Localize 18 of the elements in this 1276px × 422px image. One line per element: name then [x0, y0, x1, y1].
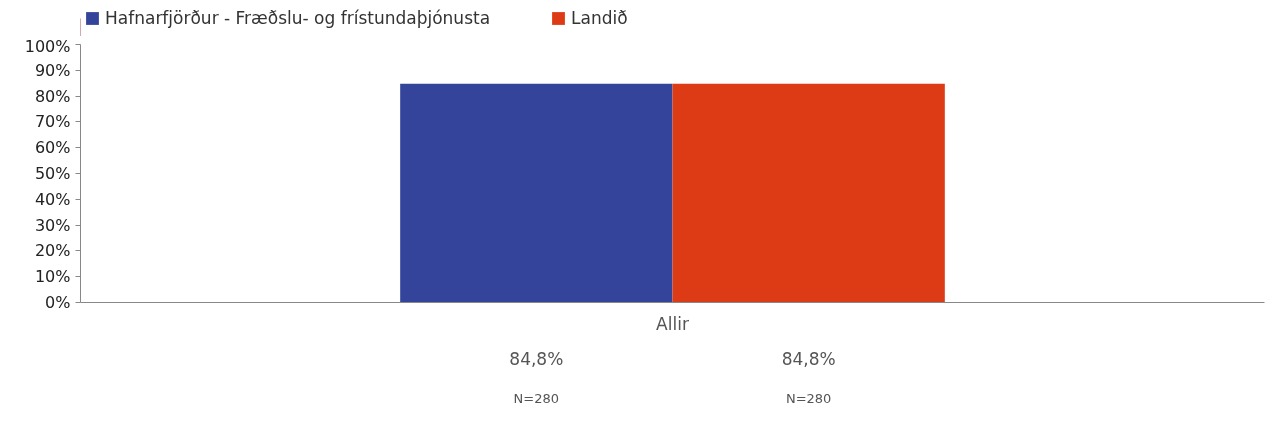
legend-label: Hafnarfjörður - Fræðslu- og frístundaþjónusta: [105, 8, 491, 28]
y-tick-label: 30%: [34, 215, 71, 235]
y-tick-label: 40%: [34, 189, 71, 209]
text: N=280: [513, 390, 560, 406]
y-tick-label: 10%: [34, 267, 71, 287]
text: N=280: [785, 390, 832, 406]
y-tick-label: 0%: [45, 293, 71, 312]
y-tick-label: 20%: [34, 241, 71, 261]
data-label: 84,8%: [509, 349, 564, 370]
y-tick-label: 80%: [34, 86, 71, 106]
x-tick-label: Allir: [656, 313, 689, 334]
y-tick-label: 90%: [34, 60, 71, 80]
data-label: 84,8%: [781, 349, 836, 370]
y-tick-label: 70%: [34, 112, 71, 132]
y-tick-label: 60%: [34, 138, 71, 158]
legend-label: Landið: [571, 8, 628, 28]
y-tick-label: 100%: [24, 36, 71, 56]
y-tick-label: 50%: [34, 164, 71, 183]
